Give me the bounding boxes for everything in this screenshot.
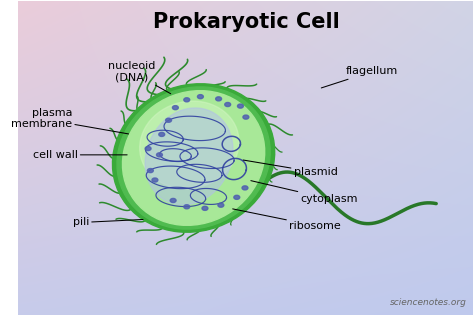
Text: pili: pili — [73, 217, 143, 228]
Ellipse shape — [117, 87, 270, 229]
Circle shape — [225, 102, 231, 106]
Circle shape — [184, 98, 190, 102]
Circle shape — [237, 104, 243, 108]
Circle shape — [173, 106, 178, 110]
Circle shape — [165, 118, 172, 122]
Ellipse shape — [145, 108, 233, 205]
Ellipse shape — [122, 91, 264, 225]
Circle shape — [202, 206, 208, 210]
Circle shape — [242, 186, 248, 190]
Circle shape — [234, 195, 240, 199]
Ellipse shape — [140, 101, 239, 189]
Circle shape — [170, 198, 176, 203]
Text: plasma
membrane: plasma membrane — [11, 108, 128, 134]
Circle shape — [152, 178, 158, 182]
Circle shape — [243, 115, 249, 119]
Circle shape — [198, 94, 203, 99]
Text: ribosome: ribosome — [233, 209, 341, 231]
Text: plasmid: plasmid — [243, 160, 337, 177]
Text: cytoplasm: cytoplasm — [251, 181, 358, 204]
Text: flagellum: flagellum — [321, 66, 398, 88]
Ellipse shape — [112, 84, 275, 232]
Text: nucleoid
(DNA): nucleoid (DNA) — [108, 61, 171, 94]
Text: cell wall: cell wall — [33, 150, 127, 160]
Circle shape — [216, 97, 221, 101]
Circle shape — [218, 203, 224, 207]
Text: sciencenotes.org: sciencenotes.org — [390, 298, 466, 307]
Circle shape — [145, 147, 151, 151]
Circle shape — [184, 205, 190, 209]
Circle shape — [159, 132, 164, 137]
Circle shape — [156, 153, 163, 157]
Text: Prokaryotic Cell: Prokaryotic Cell — [153, 12, 339, 32]
Circle shape — [147, 168, 153, 173]
